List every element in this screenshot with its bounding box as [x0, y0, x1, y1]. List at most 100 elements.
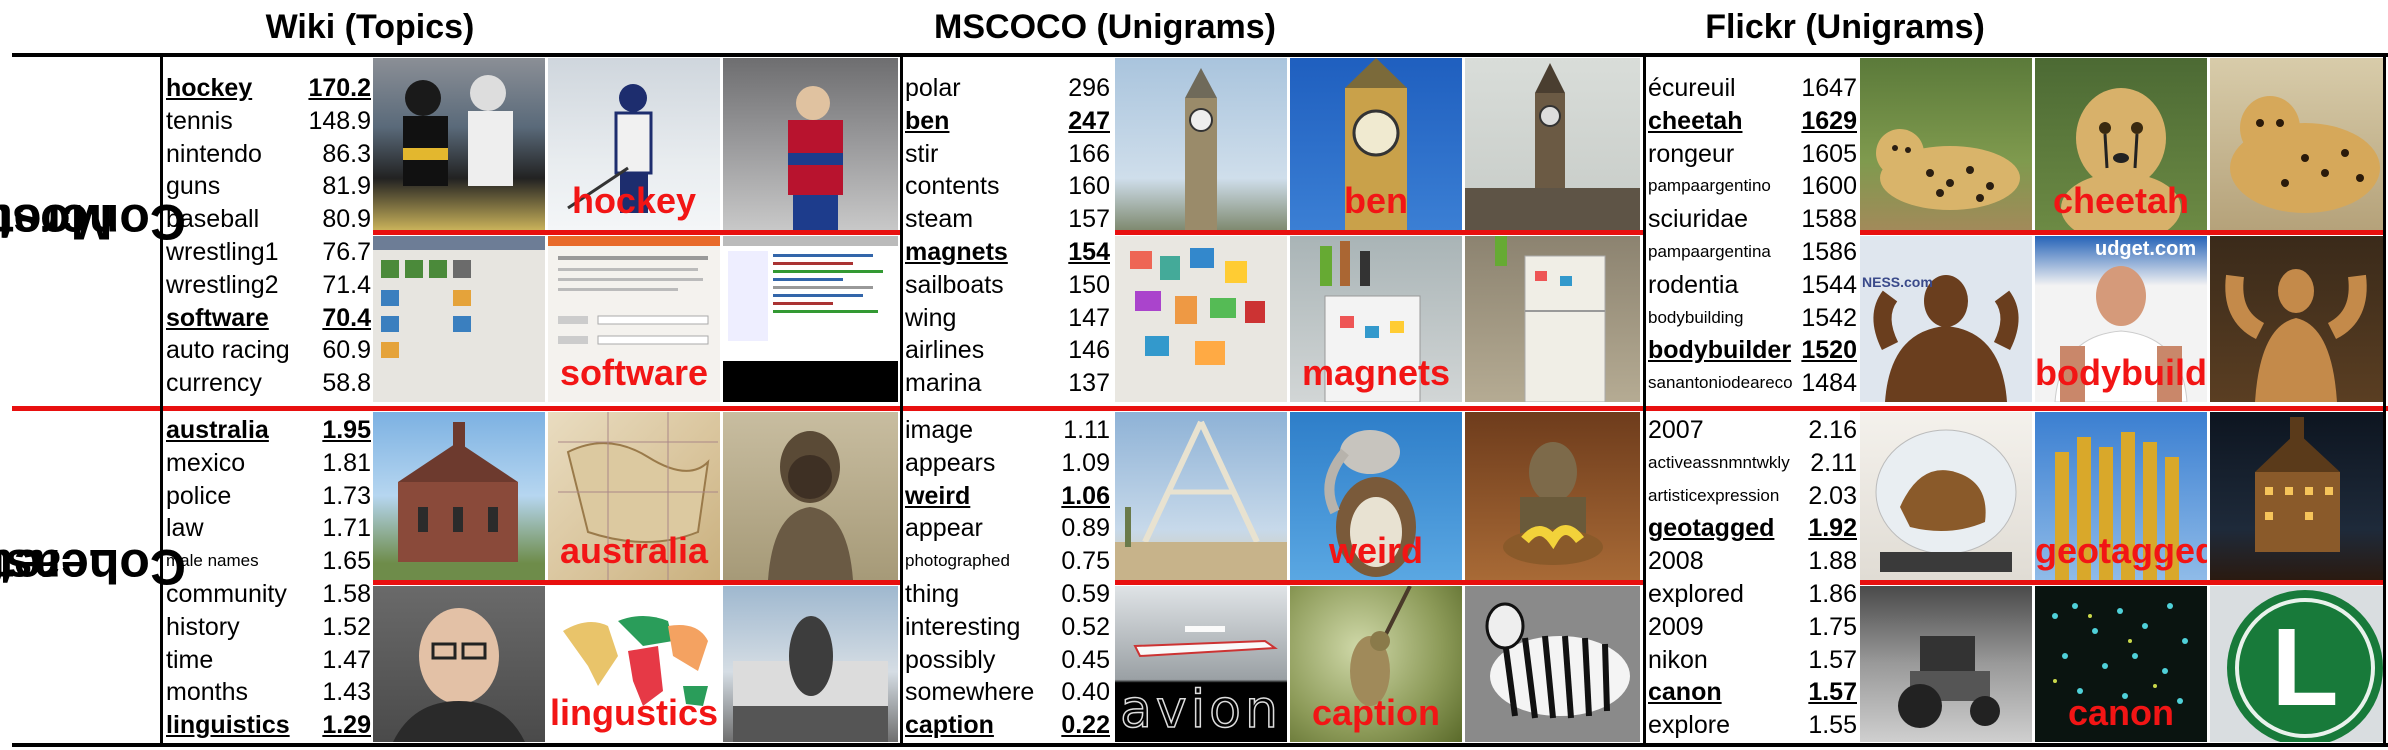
wiki-most-red-separator	[373, 230, 900, 235]
divider-mscoco-flickr	[1643, 55, 1646, 745]
wiki-software-image-3	[723, 236, 898, 402]
wiki-least-list: australia 1.95 mexico 1.81 police 1.73 law 1.71…	[166, 414, 371, 744]
concreteness-score: 80.9	[322, 205, 371, 234]
word-label: pampaargentino	[1648, 176, 1771, 196]
flickr-canon-image-1	[1860, 586, 2032, 742]
word-row: sciuridae 1588	[1648, 203, 1857, 235]
flickr-sign-letter: L	[2271, 606, 2339, 729]
word-label: sailboats	[905, 270, 1004, 299]
concreteness-score: 1.55	[1808, 711, 1857, 740]
mscoco-magnets-image-3	[1465, 236, 1640, 402]
flickr-sign-text: udget.com	[2095, 238, 2197, 260]
word-row: community 1.58	[166, 578, 371, 610]
concreteness-score: 1.57	[1808, 678, 1857, 707]
word-row: nintendo 86.3	[166, 138, 371, 170]
word-row: linguistics 1.29	[166, 709, 371, 741]
word-label: tennis	[166, 106, 233, 135]
flickr-geotagged-image-2: geotagged	[2035, 412, 2207, 580]
concreteness-score: 1588	[1801, 205, 1857, 234]
word-row: law 1.71	[166, 512, 371, 544]
word-label: activeassnmntwkly	[1648, 452, 1790, 472]
bottom-rule	[12, 743, 2388, 747]
concreteness-score: 0.89	[1061, 514, 1110, 543]
word-label: 2008	[1648, 547, 1704, 576]
word-label: 2009	[1648, 612, 1704, 641]
word-row: explore 1.55	[1648, 709, 1857, 741]
flickr-geotagged-image-1	[1860, 412, 2032, 580]
word-row: 2008 1.88	[1648, 545, 1857, 577]
concreteness-score: 1.58	[322, 580, 371, 608]
word-row: steam 157	[905, 203, 1110, 235]
mscoco-caption-image-3	[1465, 586, 1640, 742]
mscoco-ben-image-3	[1465, 58, 1640, 230]
concreteness-score: 0.52	[1061, 612, 1110, 641]
word-label: linguistics	[166, 711, 290, 740]
word-label: baseball	[166, 205, 260, 234]
word-label: appears	[905, 448, 996, 477]
mscoco-weird-image-2: weird	[1290, 412, 1462, 580]
word-label: software	[166, 303, 269, 332]
concreteness-score: 0.40	[1061, 678, 1110, 707]
word-row: ben 247	[905, 105, 1110, 137]
word-row: canon 1.57	[1648, 676, 1857, 708]
wiki-hockey-image-3	[723, 58, 898, 230]
word-row: currency 58.8	[166, 367, 371, 399]
wiki-linguistics-label: lingustics	[549, 692, 719, 733]
mscoco-ben-image-2: ben	[1290, 58, 1462, 230]
word-label: wrestling1	[166, 238, 279, 266]
concreteness-score: 157	[1068, 205, 1110, 234]
concreteness-score: 0.22	[1061, 711, 1110, 740]
row-label-most-concrete: MostConcrete	[0, 170, 186, 290]
row-label-least-concrete: LeastConcrete	[0, 515, 186, 635]
word-label: canon	[1648, 678, 1722, 707]
word-label: interesting	[905, 612, 1021, 641]
word-row: image 1.11	[905, 414, 1110, 446]
flickr-bodybuilder-image-1: NESS.com	[1860, 236, 2032, 402]
word-label: contents	[905, 172, 1000, 201]
word-row: magnets 154	[905, 236, 1110, 268]
concreteness-score: 1.09	[1061, 448, 1110, 477]
wiki-software-label: software	[559, 352, 709, 393]
word-row: baseball 80.9	[166, 203, 371, 235]
word-row: interesting 0.52	[905, 611, 1110, 643]
mscoco-caption-image-2: caption	[1290, 586, 1462, 742]
concreteness-score: 0.45	[1061, 645, 1110, 674]
flickr-bodybuilder-image-3	[2210, 236, 2383, 402]
flickr-sign-text-2: NESS.com	[1862, 274, 1933, 290]
word-label: cheetah	[1648, 106, 1743, 135]
concreteness-score: 76.7	[322, 238, 371, 266]
word-label: magnets	[905, 238, 1008, 266]
word-label: steam	[905, 205, 974, 234]
header-wiki: Wiki (Topics)	[265, 8, 475, 46]
mscoco-magnets-image-1	[1115, 236, 1287, 402]
wiki-hockey-label: hockey	[571, 180, 697, 221]
word-label: nintendo	[166, 139, 262, 168]
word-row: male names 1.65	[166, 545, 371, 577]
word-row: possibly 0.45	[905, 644, 1110, 676]
concreteness-score: 1484	[1801, 369, 1857, 398]
flickr-least-list: 2007 2.16 activeassnmntwkly 2.11 artisticexp…	[1648, 414, 1857, 744]
flickr-cheetah-image-3	[2210, 58, 2383, 230]
word-row: sanantoniodeareco 1484	[1648, 367, 1857, 399]
concreteness-score: 1.71	[322, 514, 371, 543]
word-row: photographed 0.75	[905, 545, 1110, 577]
concreteness-score: 1.75	[1808, 612, 1857, 641]
concreteness-score: 154	[1068, 238, 1110, 266]
concreteness-score: 150	[1068, 270, 1110, 299]
concreteness-score: 2.03	[1808, 481, 1857, 510]
word-row: history 1.52	[166, 611, 371, 643]
wiki-australia-image-3	[723, 412, 898, 580]
concreteness-score: 0.59	[1061, 580, 1110, 608]
concreteness-score: 1.43	[322, 678, 371, 707]
flickr-least-red-separator	[1860, 580, 2383, 585]
concreteness-score: 247	[1068, 106, 1110, 135]
word-label: photographed	[905, 551, 1010, 571]
word-label: 2007	[1648, 416, 1704, 444]
word-label: hockey	[166, 74, 253, 102]
concreteness-score: 1520	[1801, 336, 1857, 365]
word-row: geotagged 1.92	[1648, 512, 1857, 544]
concreteness-score: 146	[1068, 336, 1110, 365]
word-row: caption 0.22	[905, 709, 1110, 741]
word-label: community	[166, 580, 287, 608]
concreteness-score: 1.11	[1063, 416, 1110, 444]
